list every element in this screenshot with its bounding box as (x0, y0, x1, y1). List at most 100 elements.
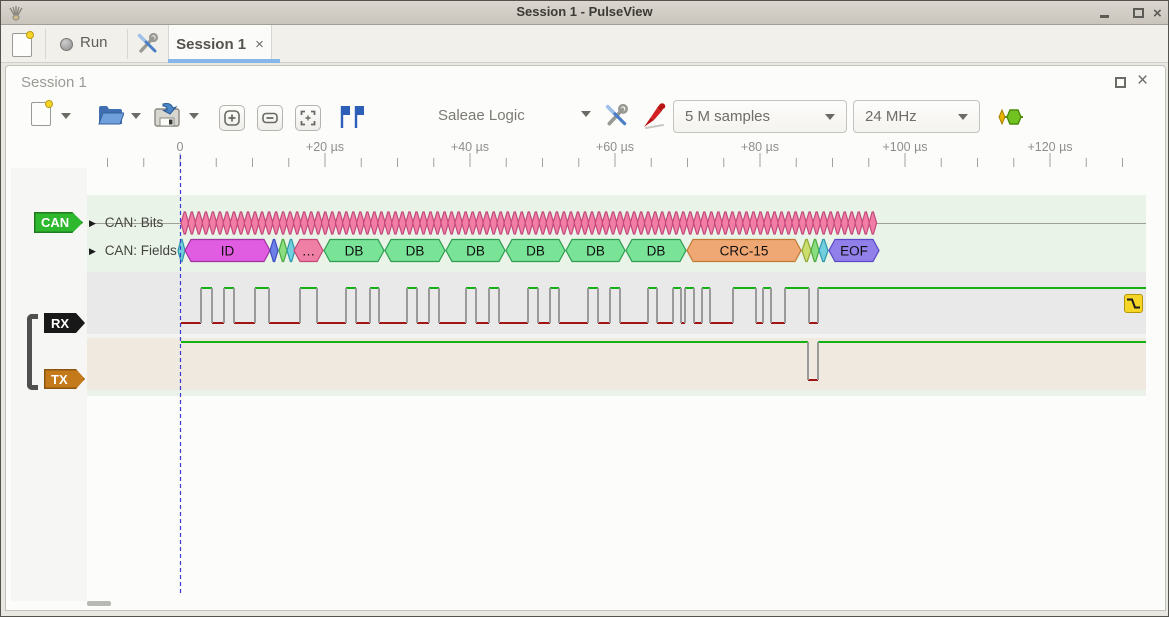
bit-annotation[interactable] (854, 211, 864, 235)
bit-annotation[interactable] (559, 211, 569, 235)
bit-annotation[interactable] (531, 211, 541, 235)
bit-annotation[interactable] (517, 211, 527, 235)
bit-annotation[interactable] (468, 211, 478, 235)
bit-annotation[interactable] (292, 211, 302, 235)
bit-annotation[interactable] (763, 211, 772, 235)
bit-annotation[interactable] (348, 211, 358, 235)
bit-annotation[interactable] (861, 211, 871, 235)
bit-annotation[interactable] (608, 211, 618, 235)
session-restore-icon[interactable] (1115, 77, 1126, 88)
decoder-row-bits-label[interactable]: ▶ CAN: Bits (89, 215, 164, 230)
new-view-dropdown-icon[interactable] (61, 113, 71, 119)
channel-tag-tx[interactable]: TX (44, 369, 85, 389)
settings-icon[interactable] (137, 33, 159, 55)
bit-annotation[interactable] (749, 211, 758, 235)
bit-annotation[interactable] (664, 211, 674, 235)
bit-annotation[interactable] (306, 211, 316, 235)
bit-annotation[interactable] (412, 211, 421, 235)
expand-arrow-icon[interactable]: ▶ (89, 246, 96, 256)
bit-annotation[interactable] (685, 211, 695, 235)
bit-annotation[interactable] (180, 211, 190, 235)
tab-close-icon[interactable]: × (255, 35, 264, 53)
bit-annotation[interactable] (636, 211, 646, 235)
bit-annotation[interactable] (622, 211, 632, 235)
bit-annotation[interactable] (805, 211, 815, 235)
new-view-icon[interactable] (31, 100, 53, 126)
open-file-icon[interactable] (97, 103, 124, 127)
device-selector[interactable]: Saleae Logic (438, 107, 525, 124)
bit-annotation[interactable] (727, 211, 737, 235)
bit-annotation[interactable] (194, 211, 204, 235)
field-annotation-crc-15[interactable] (686, 238, 802, 263)
bit-annotation[interactable] (264, 211, 274, 235)
bit-annotation[interactable] (362, 211, 372, 235)
bit-annotation[interactable] (390, 211, 400, 235)
bit-annotation[interactable] (868, 211, 878, 235)
sample-rate-select[interactable]: 24 MHz (853, 100, 980, 133)
bit-annotation[interactable] (405, 211, 414, 235)
title-bar[interactable]: Session 1 - PulseView × (1, 1, 1168, 25)
field-annotation-db[interactable] (323, 238, 385, 263)
field-annotation-…[interactable] (293, 238, 324, 263)
close-button[interactable]: × (1153, 5, 1162, 22)
bit-annotation[interactable] (798, 211, 808, 235)
field-annotation[interactable] (810, 238, 820, 263)
decoder-bits-annotations[interactable] (180, 211, 878, 235)
field-annotation-db[interactable] (505, 238, 566, 263)
field-annotation[interactable] (818, 238, 829, 263)
field-annotation[interactable] (801, 238, 812, 263)
run-button[interactable]: Run (80, 34, 108, 51)
bit-annotation[interactable] (503, 211, 513, 235)
sample-count-select[interactable]: 5 M samples (673, 100, 847, 133)
bit-annotation[interactable] (482, 211, 492, 235)
bit-annotation[interactable] (383, 211, 393, 235)
bit-annotation[interactable] (243, 211, 253, 235)
show-cursors-icon[interactable] (339, 104, 365, 130)
bit-annotation[interactable] (271, 211, 281, 235)
bit-annotation[interactable] (706, 211, 716, 235)
channels-probe-icon[interactable] (641, 102, 667, 130)
bit-annotation[interactable] (833, 211, 843, 235)
field-annotation-id[interactable] (184, 238, 271, 263)
bit-annotation[interactable] (791, 211, 801, 235)
rx-row-background[interactable] (87, 272, 1146, 334)
channel-tag-rx[interactable]: RX (44, 313, 85, 333)
bit-annotation[interactable] (398, 211, 407, 235)
bit-annotation[interactable] (671, 211, 681, 235)
bit-annotation[interactable] (566, 211, 576, 235)
bit-annotation[interactable] (657, 211, 667, 235)
bit-annotation[interactable] (447, 211, 457, 235)
bit-annotation[interactable] (355, 211, 365, 235)
bit-annotation[interactable] (341, 211, 351, 235)
bit-annotation[interactable] (236, 211, 246, 235)
bit-annotation[interactable] (594, 211, 604, 235)
bit-annotation[interactable] (741, 211, 751, 235)
bit-annotation[interactable] (496, 211, 506, 235)
bit-annotation[interactable] (770, 211, 779, 235)
horizontal-scrollbar-thumb[interactable] (87, 601, 111, 606)
session-close-icon[interactable]: × (1137, 70, 1149, 91)
bit-annotation[interactable] (313, 211, 323, 235)
bit-annotation[interactable] (587, 211, 597, 235)
bit-annotation[interactable] (545, 211, 555, 235)
bit-annotation[interactable] (320, 211, 330, 235)
bit-annotation[interactable] (376, 211, 386, 235)
zoom-fit-button[interactable] (295, 105, 321, 131)
expand-arrow-icon[interactable]: ▶ (89, 218, 96, 228)
bit-annotation[interactable] (489, 211, 499, 235)
bit-annotation[interactable] (643, 211, 653, 235)
bit-annotation[interactable] (201, 211, 211, 235)
field-annotation-db[interactable] (445, 238, 506, 263)
maximize-button[interactable] (1132, 8, 1146, 19)
bit-annotation[interactable] (650, 211, 660, 235)
bit-annotation[interactable] (327, 211, 337, 235)
bit-annotation[interactable] (454, 211, 464, 235)
save-dropdown-icon[interactable] (189, 113, 199, 119)
bit-annotation[interactable] (812, 211, 822, 235)
bit-annotation[interactable] (285, 211, 295, 235)
field-annotation[interactable] (286, 238, 296, 263)
bit-annotation[interactable] (819, 211, 829, 235)
bit-annotation[interactable] (250, 211, 260, 235)
open-file-dropdown-icon[interactable] (131, 113, 141, 119)
field-annotation-eof[interactable] (828, 238, 880, 263)
